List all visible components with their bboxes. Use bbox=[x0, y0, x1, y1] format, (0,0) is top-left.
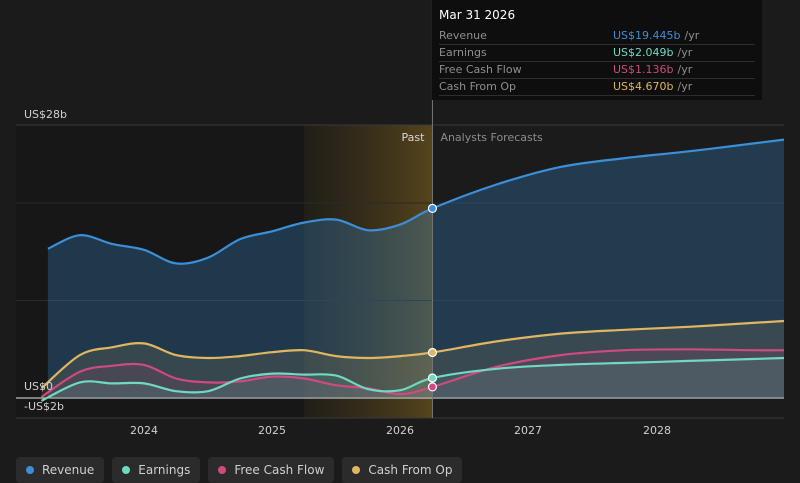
tooltip-row-label: Revenue bbox=[439, 29, 487, 42]
tooltip-row-value-wrap: US$1.136b/yr bbox=[613, 62, 755, 78]
legend-dot-icon bbox=[122, 466, 131, 474]
tooltip-row-value-wrap: US$19.445b/yr bbox=[613, 28, 755, 44]
tooltip-row-value-wrap: US$2.049b/yr bbox=[613, 45, 755, 61]
marker-earnings bbox=[427, 373, 438, 383]
series-areas bbox=[41, 139, 785, 401]
legend-label: Cash From Op bbox=[368, 463, 453, 477]
marker-cash-from-op bbox=[427, 347, 438, 358]
x-tick-label: 2027 bbox=[514, 424, 542, 437]
marker-free-cash-flow bbox=[427, 382, 438, 392]
x-tick-label: 2026 bbox=[386, 424, 414, 437]
tooltip-row-earnings: Earnings US$2.049b/yr bbox=[439, 45, 755, 62]
highlight-band bbox=[304, 125, 433, 418]
tooltip-row-free-cash-flow: Free Cash Flow US$1.136b/yr bbox=[439, 62, 755, 79]
tooltip-row-label: Cash From Op bbox=[439, 80, 517, 93]
tooltip-row-unit: /yr bbox=[677, 46, 693, 59]
y-label-bottom: -US$2b bbox=[24, 400, 64, 413]
tooltip-row-revenue: Revenue US$19.445b/yr bbox=[439, 28, 755, 45]
x-tick-label: 2028 bbox=[643, 424, 671, 437]
tooltip-row-value: US$1.136b bbox=[613, 63, 674, 76]
tooltip-row-value: US$19.445b bbox=[613, 29, 681, 42]
area-earnings bbox=[41, 358, 784, 401]
x-axis-ticks: 2024 2025 2026 2027 2028 bbox=[130, 424, 671, 437]
hover-markers bbox=[427, 203, 438, 392]
line-free-cash-flow bbox=[40, 348, 785, 398]
past-label: Past bbox=[402, 131, 426, 144]
tooltip-row-value-wrap: US$4.670b/yr bbox=[613, 79, 755, 95]
area-revenue bbox=[47, 139, 785, 398]
area-free-cash-flow bbox=[41, 349, 784, 398]
legend-label: Earnings bbox=[138, 463, 191, 477]
tooltip-row-value: US$2.049b bbox=[613, 46, 674, 59]
tooltip-date: Mar 31 2026 bbox=[439, 8, 516, 22]
legend-label: Revenue bbox=[42, 463, 95, 477]
legend-item-revenue[interactable]: Revenue bbox=[16, 457, 105, 483]
marker-revenue bbox=[427, 203, 438, 214]
line-revenue bbox=[47, 138, 785, 265]
tooltip-row-unit: /yr bbox=[677, 80, 693, 93]
legend-label: Free Cash Flow bbox=[234, 463, 325, 477]
area-cash-from-op bbox=[41, 321, 784, 398]
tooltip-row-label: Free Cash Flow bbox=[439, 63, 522, 76]
hover-tooltip: Mar 31 2026 Revenue US$19.445b/yr Earnin… bbox=[432, 0, 762, 100]
grid bbox=[16, 124, 784, 419]
legend-dot-icon bbox=[218, 466, 227, 474]
y-label-top: US$28b bbox=[24, 108, 67, 121]
legend-item-free-cash-flow[interactable]: Free Cash Flow bbox=[208, 457, 335, 483]
tooltip-row-unit: /yr bbox=[684, 29, 700, 42]
tooltip-row-label: Earnings bbox=[439, 46, 487, 59]
legend-dot-icon bbox=[352, 466, 361, 474]
tooltip-row-value: US$4.670b bbox=[613, 80, 674, 93]
series-lines bbox=[40, 138, 785, 402]
y-label-zero: US$0 bbox=[24, 380, 53, 393]
line-earnings bbox=[40, 356, 785, 402]
line-cash-from-op bbox=[40, 319, 785, 390]
legend-item-earnings[interactable]: Earnings bbox=[112, 457, 201, 483]
x-tick-label: 2024 bbox=[130, 424, 158, 437]
legend-item-cash-from-op[interactable]: Cash From Op bbox=[342, 457, 463, 483]
legend-dot-icon bbox=[26, 466, 34, 474]
tooltip-row-cash-from-op: Cash From Op US$4.670b/yr bbox=[439, 79, 755, 96]
x-tick-label: 2025 bbox=[258, 424, 286, 437]
tooltip-row-unit: /yr bbox=[677, 63, 693, 76]
forecast-label: Analysts Forecasts bbox=[440, 131, 543, 144]
chart-legend: Revenue Earnings Free Cash Flow Cash Fro… bbox=[16, 457, 463, 483]
